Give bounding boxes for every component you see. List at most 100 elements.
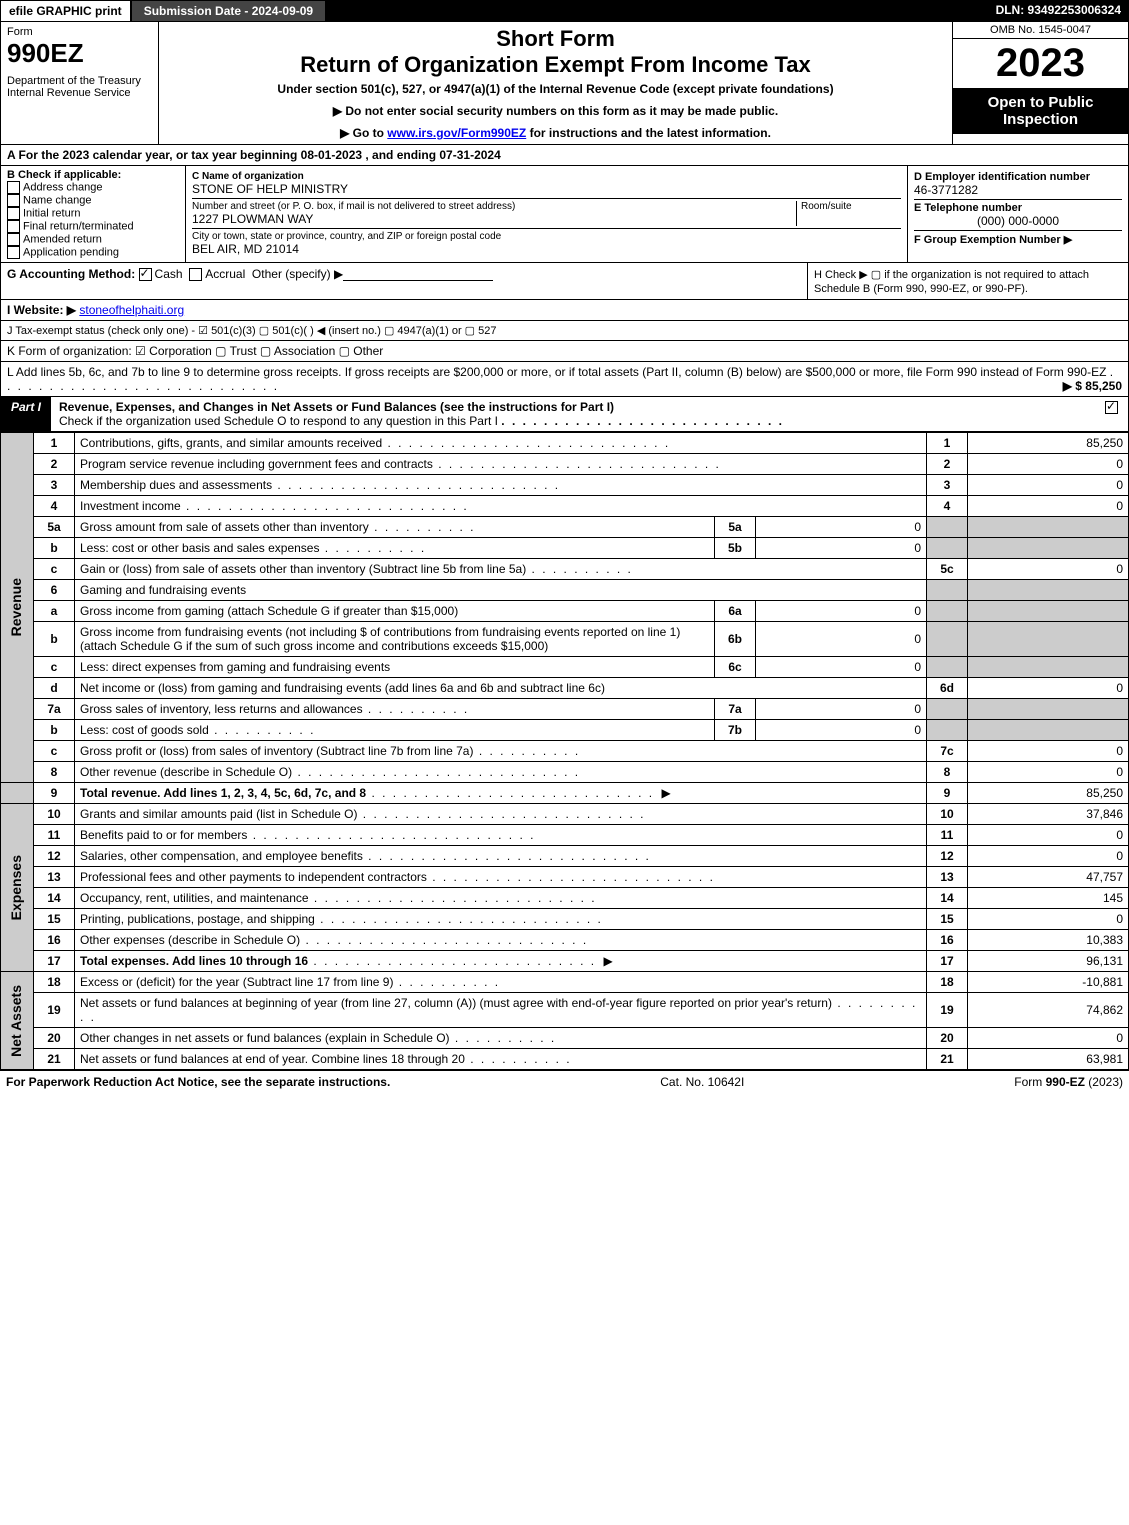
line-10-num: 10 xyxy=(34,804,75,825)
line-2-amount: 0 xyxy=(968,454,1129,475)
open-to-public-badge: Open to Public Inspection xyxy=(953,88,1128,134)
chk-cash[interactable] xyxy=(139,268,152,281)
line-17-desc: Total expenses. Add lines 10 through 16 xyxy=(80,954,308,968)
arrow-icon xyxy=(599,954,616,968)
line-7b-grey-amt xyxy=(968,720,1129,741)
page-footer: For Paperwork Reduction Act Notice, see … xyxy=(0,1070,1129,1093)
tax-year: 2023 xyxy=(953,39,1128,88)
part-1-table: Revenue 1 Contributions, gifts, grants, … xyxy=(0,432,1129,1070)
section-j: J Tax-exempt status (check only one) - ☑… xyxy=(0,321,1129,341)
line-1-num: 1 xyxy=(34,433,75,454)
line-2-desc: Program service revenue including govern… xyxy=(80,457,721,471)
chk-accrual[interactable] xyxy=(189,268,202,281)
opt-final-return: Final return/terminated xyxy=(23,220,134,232)
line-20-num: 20 xyxy=(34,1028,75,1049)
part-1-title: Revenue, Expenses, and Changes in Net As… xyxy=(51,397,1098,431)
line-5b-sub: 5b xyxy=(715,538,756,559)
line-20-amount: 0 xyxy=(968,1028,1129,1049)
addr-label: Number and street (or P. O. box, if mail… xyxy=(192,201,796,212)
chk-name-change[interactable]: Name change xyxy=(7,194,179,207)
line-7c-code: 7c xyxy=(927,741,968,762)
chk-application-pending[interactable]: Application pending xyxy=(7,246,179,259)
section-b-title: B Check if applicable: xyxy=(7,169,179,181)
line-6a-num: a xyxy=(34,601,75,622)
form-word: Form xyxy=(7,26,152,38)
directive-2: ▶ Go to www.irs.gov/Form990EZ for instru… xyxy=(167,126,944,140)
line-12-code: 12 xyxy=(927,846,968,867)
line-6-grey-amt xyxy=(968,580,1129,601)
line-6a-desc: Gross income from gaming (attach Schedul… xyxy=(75,601,715,622)
line-5b-grey xyxy=(927,538,968,559)
sections-b-through-f: B Check if applicable: Address change Na… xyxy=(0,166,1129,263)
header-left: Form 990EZ Department of the Treasury In… xyxy=(1,22,159,144)
line-3-desc: Membership dues and assessments xyxy=(80,478,560,492)
submission-date-label: Submission Date - 2024-09-09 xyxy=(131,0,326,22)
line-6c-sub: 6c xyxy=(715,657,756,678)
line-6c-num: c xyxy=(34,657,75,678)
line-8-desc: Other revenue (describe in Schedule O) xyxy=(80,765,580,779)
line-6d-amount: 0 xyxy=(968,678,1129,699)
line-7a-desc: Gross sales of inventory, less returns a… xyxy=(80,702,469,716)
part-1-checkbox[interactable] xyxy=(1105,401,1118,414)
line-5c-desc: Gain or (loss) from sale of assets other… xyxy=(80,562,633,576)
line-16-desc: Other expenses (describe in Schedule O) xyxy=(80,933,588,947)
dept-line1: Department of the Treasury xyxy=(7,75,152,87)
line-14-desc: Occupancy, rent, utilities, and maintena… xyxy=(80,891,597,905)
line-16-num: 16 xyxy=(34,930,75,951)
main-title: Return of Organization Exempt From Incom… xyxy=(167,52,944,78)
section-c: C Name of organization STONE OF HELP MIN… xyxy=(186,166,908,262)
line-6d-desc: Net income or (loss) from gaming and fun… xyxy=(75,678,927,699)
line-9-desc: Total revenue. Add lines 1, 2, 3, 4, 5c,… xyxy=(80,786,366,800)
irs-link[interactable]: www.irs.gov/Form990EZ xyxy=(387,126,526,140)
line-14-code: 14 xyxy=(927,888,968,909)
line-19-code: 19 xyxy=(927,993,968,1028)
spacer xyxy=(326,0,987,22)
header-subtitle: Under section 501(c), 527, or 4947(a)(1)… xyxy=(167,82,944,96)
line-6a-grey-amt xyxy=(968,601,1129,622)
line-10-amount: 37,846 xyxy=(968,804,1129,825)
line-18-num: 18 xyxy=(34,972,75,993)
line-5b-num: b xyxy=(34,538,75,559)
line-3-code: 3 xyxy=(927,475,968,496)
org-name: STONE OF HELP MINISTRY xyxy=(192,182,901,196)
line-7c-num: c xyxy=(34,741,75,762)
section-l: L Add lines 5b, 6c, and 7b to line 9 to … xyxy=(0,362,1129,397)
line-7a-num: 7a xyxy=(34,699,75,720)
chk-initial-return[interactable]: Initial return xyxy=(7,207,179,220)
form-header: Form 990EZ Department of the Treasury In… xyxy=(0,22,1129,145)
line-7b-desc: Less: cost of goods sold xyxy=(80,723,315,737)
website-link[interactable]: stoneofhelphaiti.org xyxy=(79,303,184,317)
header-center: Short Form Return of Organization Exempt… xyxy=(159,22,952,144)
expenses-sidebar: Expenses xyxy=(6,853,26,922)
section-k: K Form of organization: ☑ Corporation ▢ … xyxy=(0,341,1129,362)
directive-2-post: for instructions and the latest informat… xyxy=(530,126,771,140)
line-1-amount: 85,250 xyxy=(968,433,1129,454)
part-1-title-text: Revenue, Expenses, and Changes in Net As… xyxy=(59,400,614,414)
line-13-code: 13 xyxy=(927,867,968,888)
part-1-checkbox-col xyxy=(1098,397,1128,431)
line-5b-subval: 0 xyxy=(756,538,927,559)
line-11-amount: 0 xyxy=(968,825,1129,846)
chk-final-return[interactable]: Final return/terminated xyxy=(7,220,179,233)
line-2-num: 2 xyxy=(34,454,75,475)
chk-address-change[interactable]: Address change xyxy=(7,181,179,194)
line-8-code: 8 xyxy=(927,762,968,783)
line-4-desc: Investment income xyxy=(80,499,469,513)
line-11-num: 11 xyxy=(34,825,75,846)
arrow-icon xyxy=(658,786,675,800)
section-i-label: I Website: ▶ xyxy=(7,303,76,317)
line-13-desc: Professional fees and other payments to … xyxy=(80,870,715,884)
part-1-subtitle: Check if the organization used Schedule … xyxy=(59,414,498,428)
line-6d-code: 6d xyxy=(927,678,968,699)
line-7b-sub: 7b xyxy=(715,720,756,741)
opt-application-pending: Application pending xyxy=(23,246,119,258)
line-7a-subval: 0 xyxy=(756,699,927,720)
sections-g-h: G Accounting Method: Cash Accrual Other … xyxy=(0,263,1129,300)
section-h: H Check ▶ ▢ if the organization is not r… xyxy=(808,263,1128,299)
line-4-amount: 0 xyxy=(968,496,1129,517)
chk-amended-return[interactable]: Amended return xyxy=(7,233,179,246)
line-7b-num: b xyxy=(34,720,75,741)
line-9-amount: 85,250 xyxy=(968,783,1129,804)
opt-initial-return: Initial return xyxy=(23,207,80,219)
other-specify-input[interactable] xyxy=(343,268,493,281)
